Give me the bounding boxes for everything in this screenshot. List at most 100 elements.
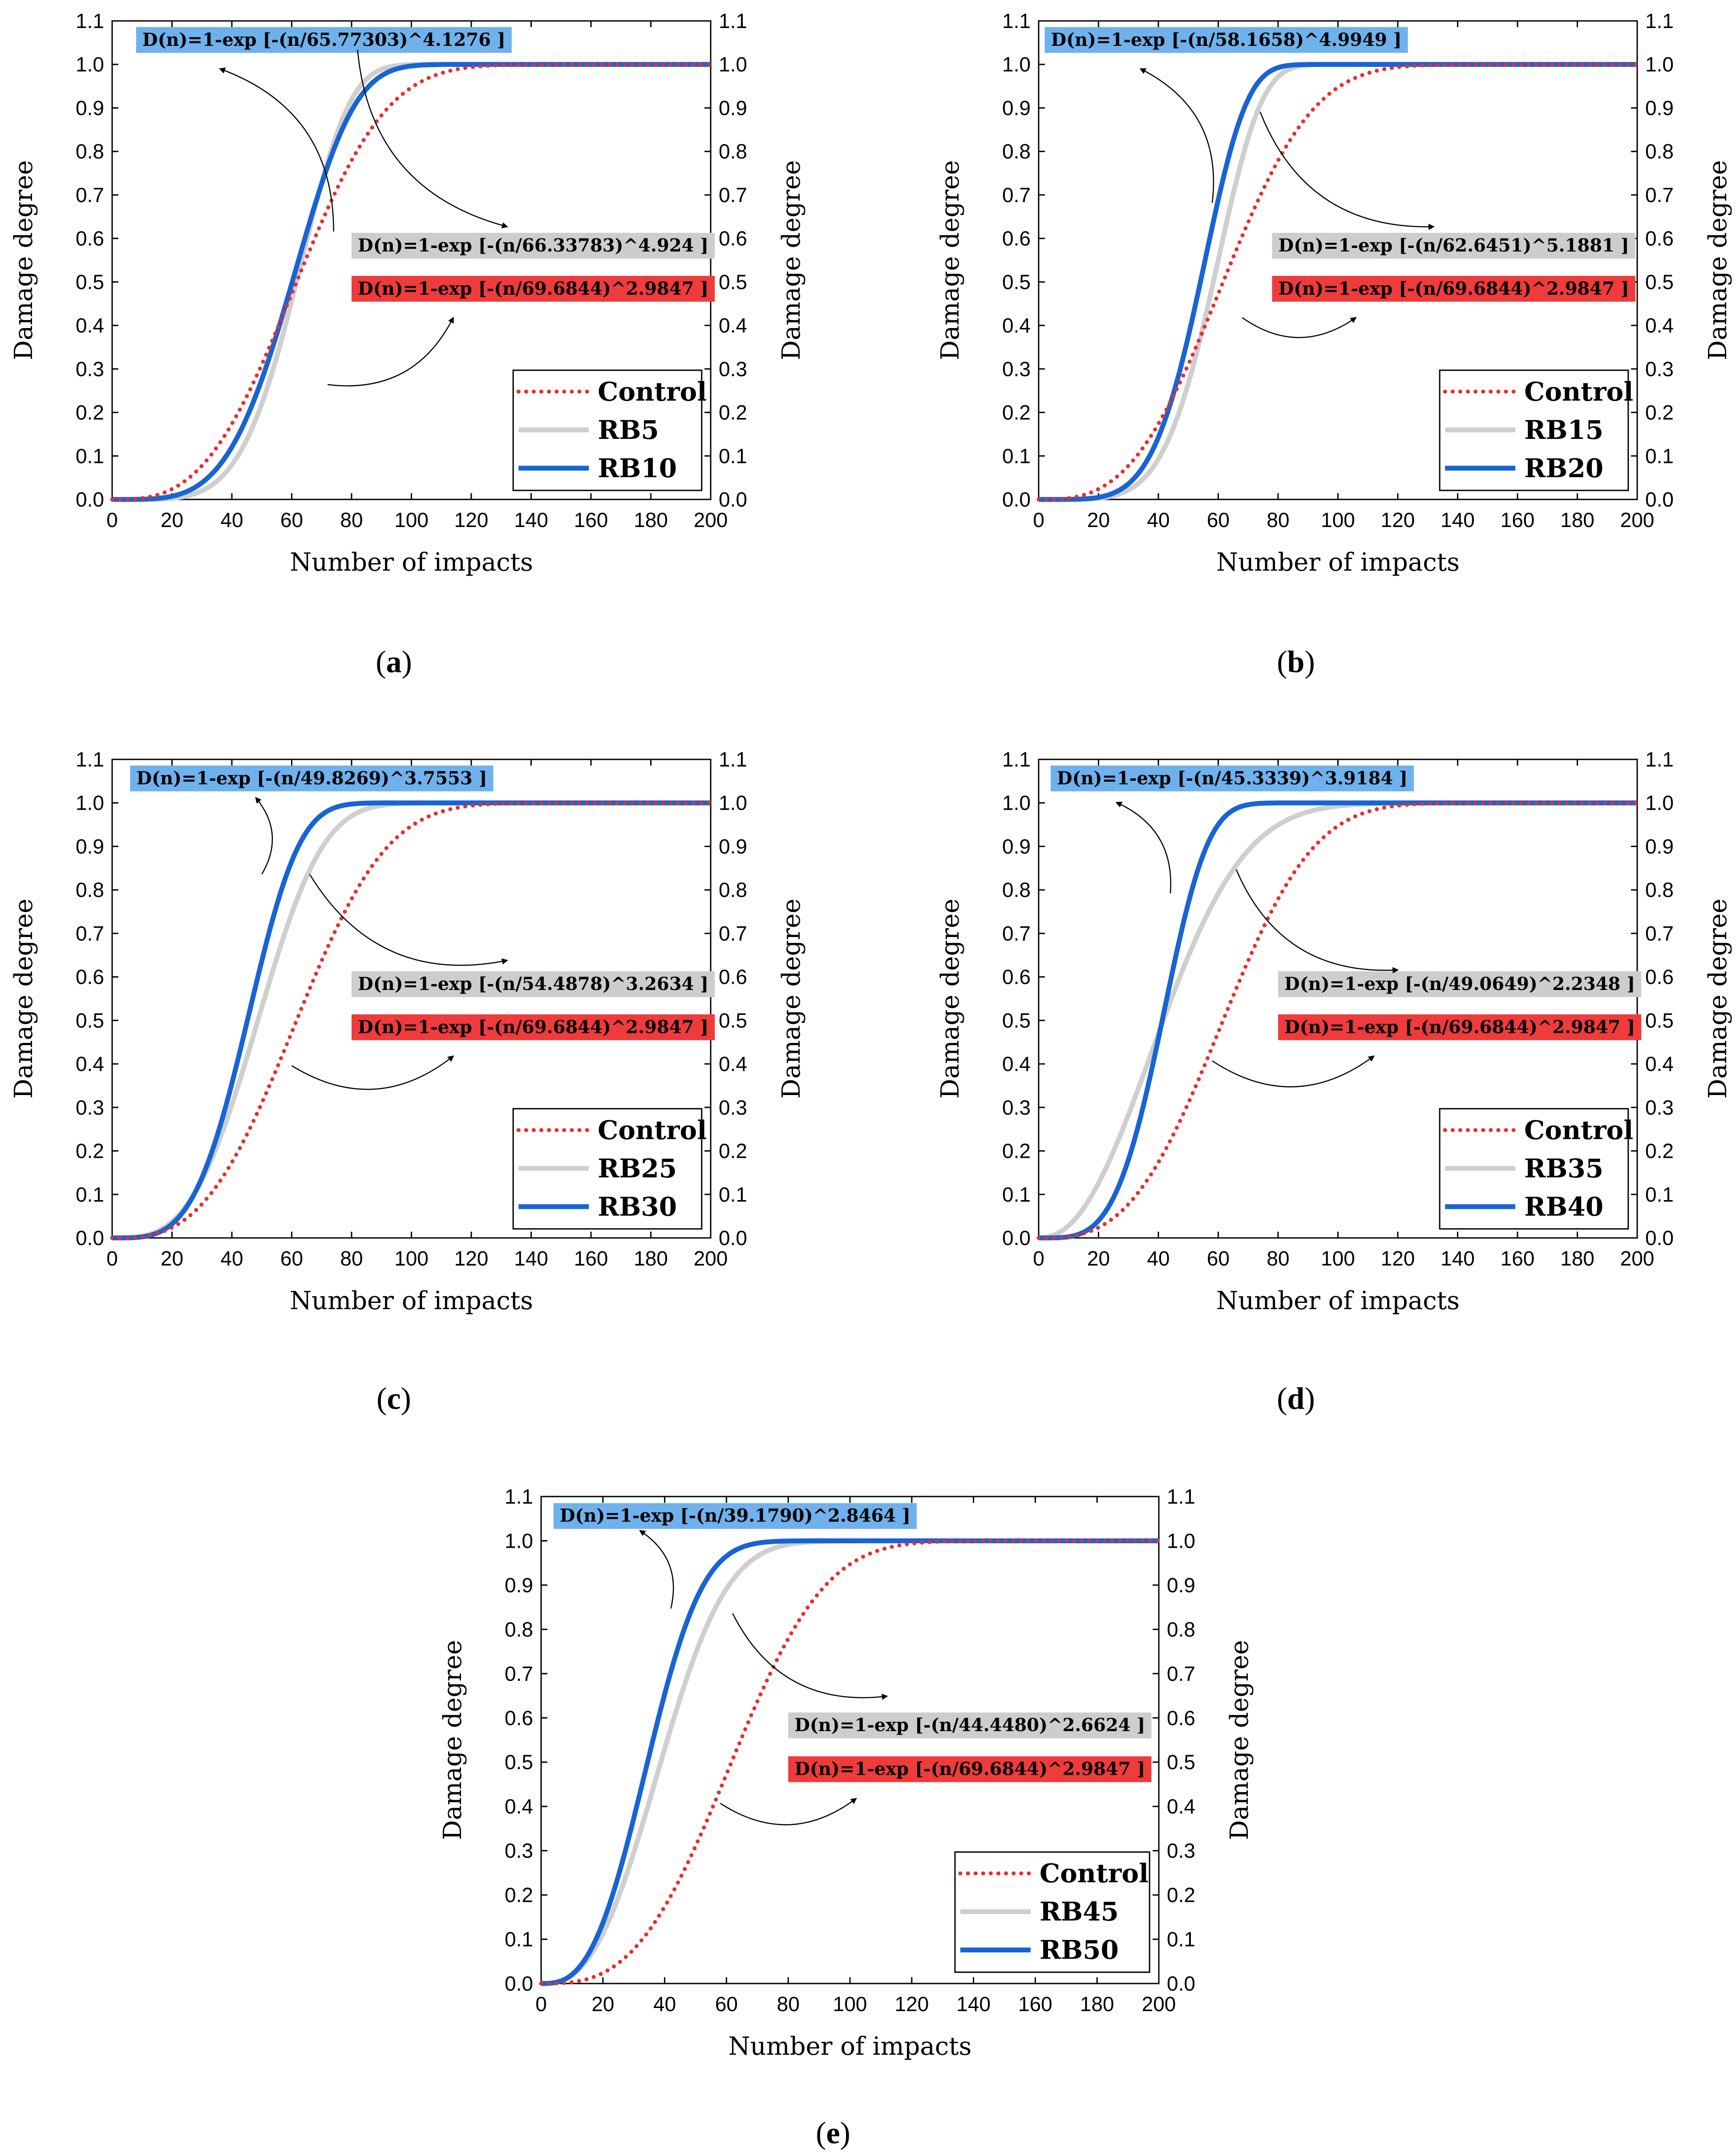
equation-top: D(n)=1-exp [-(n/49.8269)^3.7553 ] [136, 768, 487, 789]
y-tick-label: 0.3 [1002, 1096, 1031, 1119]
y-tick-label-right: 0.7 [1645, 183, 1674, 207]
x-tick-label: 80 [777, 1992, 800, 2016]
y-tick-label-right: 1.1 [1167, 1485, 1195, 1508]
annotation-arrow [720, 1797, 857, 1825]
y-tick-label: 0.9 [1002, 96, 1031, 119]
y-axis-title-right: Damage degree [1225, 1640, 1254, 1840]
y-tick-label-right: 0.6 [1167, 1706, 1195, 1729]
legend-label-rb5: RB5 [598, 415, 659, 445]
y-tick-label-right: 1.1 [719, 9, 747, 32]
y-axis-title: Damage degree [936, 160, 965, 360]
x-tick-label: 120 [1381, 1247, 1415, 1270]
y-tick-label: 0.1 [76, 1183, 104, 1206]
x-axis-title: Number of impacts [290, 1286, 533, 1315]
y-tick-label: 0.6 [76, 227, 104, 250]
y-tick-label: 0.7 [1002, 922, 1031, 945]
x-tick-label: 60 [280, 1247, 303, 1270]
y-tick-label-right: 0.4 [1645, 1052, 1674, 1075]
legend-label-rb20: RB20 [1524, 453, 1603, 483]
y-tick-label-right: 0.3 [1645, 357, 1674, 381]
x-tick-label: 20 [161, 508, 183, 531]
x-tick-label: 100 [394, 508, 429, 531]
annotation-arrow [357, 49, 508, 229]
equation-box-low [1272, 276, 1635, 302]
y-tick-label: 0.6 [76, 965, 104, 989]
x-tick-label: 80 [340, 1247, 363, 1270]
equation-low: D(n)=1-exp [-(n/69.6844)^2.9847 ] [1279, 278, 1629, 299]
y-tick-label-right: 0.8 [1645, 140, 1674, 163]
series-line-control [110, 62, 713, 502]
y-tick-label-right: 0.1 [1645, 444, 1674, 467]
equation-low: D(n)=1-exp [-(n/69.6844)^2.9847 ] [1284, 1017, 1635, 1038]
x-tick-label: 140 [956, 1992, 991, 2016]
y-tick-label: 0.4 [505, 1795, 533, 1818]
y-axis-title-right: Damage degree [1704, 899, 1732, 1099]
x-tick-label: 0 [106, 508, 118, 531]
legend-label-rb35: RB35 [1524, 1153, 1603, 1184]
x-tick-label: 0 [1033, 508, 1044, 531]
x-axis-title: Number of impacts [1216, 1286, 1460, 1315]
y-tick-label-right: 0.8 [1167, 1618, 1195, 1641]
annotation-arrow [309, 874, 508, 966]
y-tick-label-right: 0.3 [719, 357, 747, 381]
x-tick-label: 20 [161, 1247, 183, 1270]
y-tick-label-right: 0.8 [719, 140, 747, 163]
legend-label-rb40: RB40 [1524, 1192, 1603, 1222]
x-tick-label: 200 [1620, 1247, 1655, 1270]
series-line-control [539, 1539, 1161, 1986]
y-tick-label-right: 0.4 [1645, 314, 1674, 337]
equation-box-low [352, 276, 715, 302]
y-axis-title: Damage degree [9, 899, 38, 1099]
y-tick-label: 0.8 [1002, 140, 1031, 163]
y-tick-label-right: 0.4 [1167, 1795, 1195, 1818]
annotation-arrow [1115, 802, 1171, 894]
x-tick-label: 180 [1560, 1247, 1594, 1270]
y-tick-label-right: 0.0 [1645, 488, 1674, 511]
equation-mid: D(n)=1-exp [-(n/62.6451)^5.1881 ] [1279, 235, 1629, 256]
x-tick-label: 200 [1142, 1992, 1176, 2016]
y-tick-label-right: 0.4 [719, 314, 747, 337]
y-tick-label-right: 0.0 [719, 488, 747, 511]
equation-top: D(n)=1-exp [-(n/65.77303)^4.1276 ] [142, 29, 506, 50]
y-axis-title: Damage degree [438, 1640, 467, 1840]
x-tick-label: 120 [894, 1992, 929, 2016]
y-tick-label: 0.2 [76, 401, 104, 424]
x-tick-label: 40 [220, 1247, 243, 1270]
x-tick-label: 100 [1321, 1247, 1355, 1270]
y-tick-label-right: 0.1 [1167, 1928, 1195, 1951]
x-tick-label: 140 [514, 1247, 548, 1270]
y-tick-label: 0.0 [505, 1972, 533, 1995]
equation-box-top [1044, 27, 1408, 53]
panel-label: (d) [1277, 1382, 1315, 1416]
x-tick-label: 60 [1207, 508, 1230, 531]
x-tick-label: 60 [280, 508, 303, 531]
equation-box-top [1050, 765, 1414, 791]
y-tick-label: 0.8 [76, 140, 104, 163]
y-tick-label: 0.6 [505, 1706, 533, 1729]
y-tick-label-right: 0.9 [719, 835, 747, 858]
x-tick-label: 160 [1501, 508, 1535, 531]
x-tick-label: 140 [1441, 1247, 1475, 1270]
y-tick-label: 0.7 [76, 183, 104, 207]
y-tick-label: 0.3 [76, 1096, 104, 1119]
equation-box-mid [788, 1712, 1152, 1739]
x-tick-label: 40 [1147, 1247, 1169, 1270]
y-tick-label-right: 0.1 [1645, 1183, 1674, 1206]
y-tick-label-right: 1.1 [719, 748, 747, 771]
y-tick-label-right: 0.0 [719, 1226, 747, 1249]
y-tick-label-right: 0.6 [1645, 965, 1674, 989]
x-tick-label: 40 [1147, 508, 1169, 531]
annotation-arrow [291, 1055, 454, 1090]
y-axis-title-right: Damage degree [777, 160, 806, 360]
x-tick-label: 20 [1087, 1247, 1110, 1270]
equation-low: D(n)=1-exp [-(n/69.6844)^2.9847 ] [358, 1017, 708, 1038]
y-tick-label: 0.0 [1002, 1226, 1031, 1249]
x-tick-label: 100 [833, 1992, 867, 2016]
x-tick-label: 180 [634, 1247, 668, 1270]
y-tick-label-right: 0.9 [1645, 96, 1674, 119]
panel-label: (a) [376, 645, 412, 679]
y-tick-label-right: 0.3 [1167, 1839, 1195, 1862]
y-tick-label-right: 0.6 [719, 227, 747, 250]
